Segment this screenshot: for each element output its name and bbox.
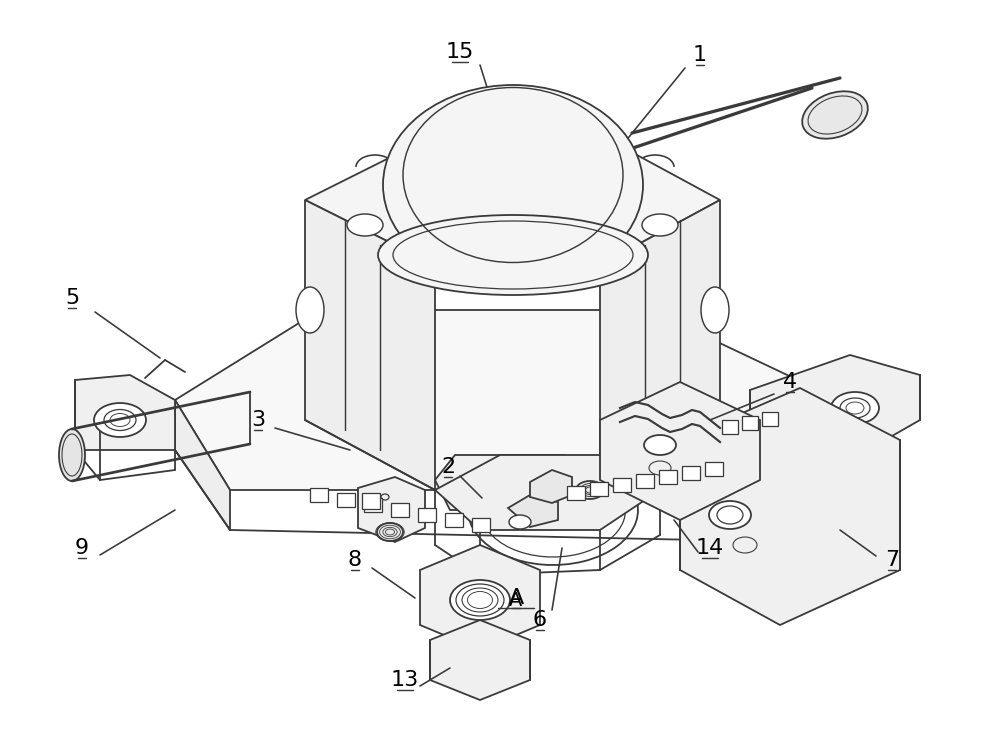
Ellipse shape (644, 435, 676, 455)
Bar (682, 466, 700, 480)
Polygon shape (420, 545, 540, 650)
Polygon shape (430, 620, 530, 700)
Ellipse shape (802, 91, 868, 139)
Polygon shape (435, 455, 590, 510)
Polygon shape (700, 400, 840, 540)
Ellipse shape (576, 481, 604, 499)
Bar (364, 498, 382, 512)
Bar (337, 493, 355, 507)
Text: 13: 13 (391, 670, 419, 690)
Bar (362, 493, 380, 509)
Text: A: A (508, 588, 524, 608)
Bar (418, 508, 436, 522)
Bar (705, 462, 723, 476)
Polygon shape (358, 477, 425, 542)
Polygon shape (175, 400, 230, 530)
Polygon shape (680, 388, 900, 625)
Bar (613, 478, 631, 492)
Text: 15: 15 (446, 42, 474, 62)
Polygon shape (600, 382, 760, 520)
Text: 5: 5 (65, 288, 79, 308)
Text: 8: 8 (348, 550, 362, 570)
Bar (742, 416, 758, 430)
Text: 4: 4 (783, 372, 797, 392)
Text: A: A (509, 590, 523, 610)
Polygon shape (600, 200, 720, 490)
Ellipse shape (383, 85, 643, 285)
Bar (722, 420, 738, 434)
Polygon shape (530, 470, 572, 503)
Ellipse shape (378, 215, 648, 295)
Polygon shape (435, 455, 660, 530)
Ellipse shape (831, 392, 879, 424)
Ellipse shape (377, 523, 403, 541)
Text: 3: 3 (251, 410, 265, 430)
Ellipse shape (709, 501, 751, 529)
Ellipse shape (642, 214, 678, 236)
Text: 6: 6 (533, 610, 547, 630)
Ellipse shape (450, 580, 510, 620)
Bar (472, 518, 490, 532)
Polygon shape (75, 375, 175, 450)
Bar (659, 470, 677, 484)
Text: 14: 14 (696, 538, 724, 558)
Polygon shape (750, 355, 920, 460)
Text: 9: 9 (75, 538, 89, 558)
Bar (391, 503, 409, 517)
Ellipse shape (296, 287, 324, 333)
Ellipse shape (509, 515, 531, 529)
Text: 1: 1 (693, 45, 707, 65)
Bar (445, 513, 463, 527)
Text: 2: 2 (441, 457, 455, 477)
Ellipse shape (701, 287, 729, 333)
Bar (590, 482, 608, 496)
Polygon shape (508, 495, 558, 527)
Polygon shape (175, 310, 840, 490)
Text: 7: 7 (885, 550, 899, 570)
Polygon shape (305, 135, 720, 265)
Bar (762, 412, 778, 426)
Bar (310, 488, 328, 502)
Polygon shape (305, 200, 435, 490)
Ellipse shape (94, 403, 146, 437)
Ellipse shape (347, 214, 383, 236)
Bar (636, 474, 654, 488)
Bar (567, 486, 585, 500)
Ellipse shape (59, 429, 85, 481)
